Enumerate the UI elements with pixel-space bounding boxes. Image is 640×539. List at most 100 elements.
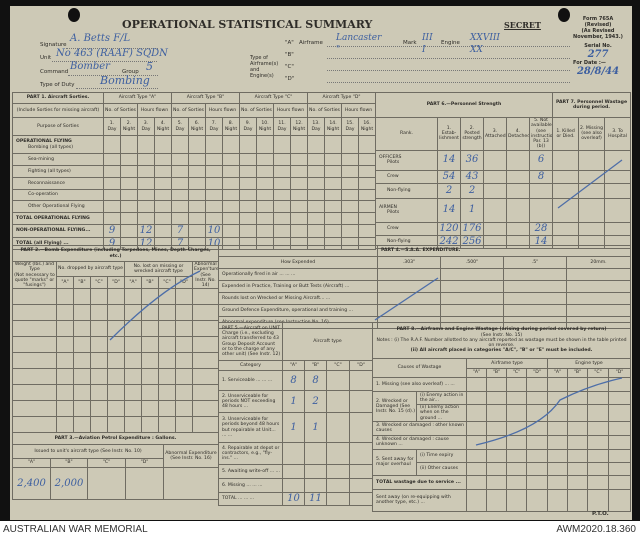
- sortie-value: [188, 189, 206, 201]
- header-row: PART 4.—S.A.A. EXPENDITURE.: [218, 245, 632, 257]
- wastage-value: [506, 474, 527, 490]
- wastage-value: [547, 448, 568, 463]
- wastage-value: [526, 404, 548, 422]
- wastage-value: [567, 474, 588, 490]
- wastage-value: [547, 461, 568, 476]
- bomb-cell: [73, 400, 91, 418]
- cause-main: 5. Sent away for major overhaul: [372, 448, 417, 476]
- wastage-value: [547, 434, 568, 450]
- sortie-value: [307, 177, 325, 190]
- wastage-row: 5. Sent away for major overhaul (i) Time …: [372, 448, 632, 476]
- aircraft-count: [282, 464, 305, 479]
- rank-label: Pilots: [387, 210, 400, 216]
- lost-header: No. lost on missing or wrecked aircraft …: [124, 261, 193, 277]
- wastage-value: [587, 391, 609, 405]
- rank-cell: OFFICERS Pilots: [375, 149, 438, 171]
- bomb-row: [12, 288, 220, 306]
- bomb-cell: [175, 352, 193, 370]
- type-code: "B": [285, 52, 294, 58]
- bomb-cell: [141, 368, 159, 386]
- aircraft-count: 1: [282, 390, 305, 413]
- sortie-value: [256, 212, 274, 225]
- wastage-value: [607, 377, 632, 392]
- wastage-value: [567, 420, 588, 436]
- wastage-value: [486, 448, 507, 463]
- header-row: Causes of Wastage Airframe type Engine typ…: [372, 358, 632, 378]
- wastage-value: [486, 434, 507, 450]
- bomb-cell: [12, 336, 57, 354]
- sortie-row: Other Operational Flying: [12, 200, 377, 213]
- sortie-value: [120, 200, 138, 213]
- column-header: 7. Day: [205, 117, 223, 136]
- wastage-value: [466, 434, 487, 450]
- part2-title: PART 2.—Bomb Expenditure (including Torp…: [11, 245, 220, 262]
- bomb-cell: [191, 336, 220, 354]
- bomb-row: [12, 400, 220, 418]
- airframe-value: Lancaster: [336, 33, 382, 43]
- part1-title: PART 1. Aircraft Sorties.: [12, 92, 104, 104]
- bomb-cell: [141, 400, 159, 418]
- issued-header: Issued to unit's aircraft type (See Inst…: [12, 444, 164, 459]
- saa-row: Rounds lost on Wrecked or Missing Aircra…: [218, 292, 632, 305]
- part8-instr: (See Instr. No. 15): [480, 332, 523, 338]
- aircraft-count: [326, 370, 350, 391]
- purpose-label: NON-OPERATIONAL FLYING...: [16, 228, 91, 234]
- sortie-value: [188, 153, 206, 166]
- bomb-cell: [90, 416, 108, 434]
- wastage-value: [506, 391, 527, 405]
- serial-label: Serial No.: [584, 43, 612, 49]
- personnel-row: Non-flying 2 2: [375, 182, 632, 199]
- sortie-value: [120, 212, 138, 225]
- wastage-value: [506, 420, 527, 436]
- purpose-label: TOTAL (all Flying) ...: [16, 240, 69, 246]
- sub-header: Hours flown: [340, 103, 377, 118]
- bomb-cell: [107, 304, 125, 322]
- header-row: Rank. 1. Estab-lishment 2. Posted strength…: [375, 117, 632, 151]
- header-row: PART 8.—Airframe and Engine Wastage (ari…: [371, 322, 632, 359]
- sortie-value: [324, 189, 342, 201]
- sortie-value: [103, 165, 121, 178]
- sortie-value: [103, 212, 121, 225]
- bomb-cell: [191, 288, 220, 306]
- dropped-header: No. dropped by aircraft type: [56, 261, 125, 277]
- strength-value: 54: [437, 169, 461, 184]
- saa-value: [565, 292, 632, 305]
- type-code: "A": [466, 368, 487, 378]
- duty-value: Bombing: [100, 74, 150, 87]
- part3-petrol-expenditure: PART 3.—Aviation Petrol Expenditure : Ga…: [12, 432, 219, 500]
- bomb-cell: [158, 368, 176, 386]
- sortie-value: [137, 212, 155, 225]
- bomb-cell: [124, 304, 142, 322]
- bomb-cell: [141, 304, 159, 322]
- header-row: PART 5.—Aircraft on UNIT Charge (i.e., e…: [218, 322, 373, 361]
- aircraft-count: [349, 464, 373, 479]
- sortie-value: [188, 224, 206, 238]
- saa-value: [503, 268, 567, 281]
- header-row: PART 3.—Aviation Petrol Expenditure : Ga…: [12, 432, 219, 445]
- wastage-value: [604, 221, 632, 236]
- sortie-value: [154, 224, 172, 238]
- aircraft-type-header: Aircraft Type "A": [103, 92, 172, 104]
- sortie-row: TOTAL OPERATIONAL FLYING: [12, 212, 377, 225]
- purpose-cell: Reconnaissance: [12, 177, 104, 190]
- sortie-value: [324, 135, 342, 154]
- bomb-row: [12, 368, 220, 386]
- aircraft-count: [349, 442, 373, 465]
- header-row: Purpose of Sorties 1. Day 2. Night 3. Day 4.…: [12, 117, 377, 136]
- sortie-value: [357, 153, 377, 166]
- sortie-value: [239, 200, 257, 213]
- bomb-cell: [12, 416, 57, 434]
- wastage-row: 2. Wrecked or Damaged (See Instr. No. 15…: [372, 391, 632, 422]
- abnormal-value: [163, 467, 219, 500]
- sortie-value: [256, 153, 274, 166]
- column-header: 2. Missing (see also overleaf): [578, 117, 606, 151]
- sortie-value: [341, 200, 359, 213]
- sortie-value: [290, 177, 308, 190]
- saa-row: Ground Defence Expenditure, operational …: [218, 304, 632, 317]
- aircraft-count: [326, 390, 350, 413]
- form-title: OPERATIONAL STATISTICAL SUMMARY: [122, 18, 373, 31]
- aircraft-count: [349, 478, 373, 493]
- serial-value: 277: [587, 49, 609, 60]
- aircraft-type-header: Aircraft Type "B": [171, 92, 240, 104]
- sortie-value: 9: [103, 224, 121, 238]
